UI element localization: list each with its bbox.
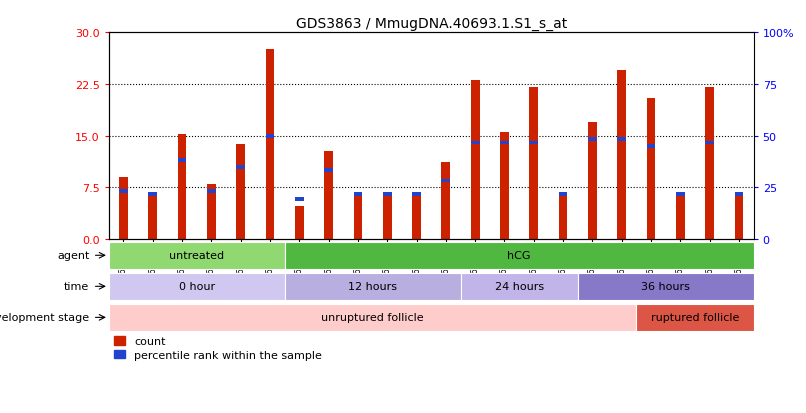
Text: agent: agent [57,251,89,261]
Bar [324,152,333,240]
Bar [559,193,567,240]
Bar [148,193,157,197]
Bar [236,165,245,169]
Text: 36 hours: 36 hours [642,282,690,292]
Bar [383,193,392,197]
Bar [500,133,509,240]
Bar [460,273,578,300]
Bar [588,138,596,142]
Bar [442,179,451,183]
Bar [412,195,421,240]
Bar [207,185,216,240]
Text: development stage: development stage [0,313,89,323]
Bar [617,138,626,142]
Title: GDS3863 / MmugDNA.40693.1.S1_s_at: GDS3863 / MmugDNA.40693.1.S1_s_at [296,17,567,31]
Bar [646,145,655,149]
Bar [412,193,421,197]
Bar [559,193,567,197]
Bar [266,50,274,240]
Bar [354,193,363,197]
Bar [646,98,655,240]
Text: 0 hour: 0 hour [179,282,215,292]
Text: untreated: untreated [169,251,224,261]
Bar [177,159,186,162]
Bar [324,169,333,173]
Text: 24 hours: 24 hours [495,282,544,292]
Bar [530,88,538,240]
Bar [109,304,637,331]
Bar [500,141,509,145]
Text: hCG: hCG [508,251,531,261]
Bar [354,193,363,240]
Bar [383,195,392,240]
Bar [295,206,304,240]
Text: unruptured follicle: unruptured follicle [322,313,424,323]
Bar [471,141,480,145]
Text: ruptured follicle: ruptured follicle [650,313,739,323]
Bar [236,145,245,240]
Bar [109,242,285,269]
Bar [295,198,304,202]
Text: time: time [64,282,89,292]
Bar [177,135,186,240]
Bar [119,190,128,193]
Bar [705,141,714,145]
Bar [530,141,538,145]
Bar [442,162,451,240]
Bar [471,81,480,240]
Bar [285,273,460,300]
Bar [285,242,754,269]
Bar [734,193,743,240]
Bar [705,88,714,240]
Text: 12 hours: 12 hours [348,282,397,292]
Bar [734,193,743,197]
Bar [617,71,626,240]
Bar [637,304,754,331]
Bar [207,190,216,193]
Bar [109,273,285,300]
Bar [119,178,128,240]
Legend: count, percentile rank within the sample: count, percentile rank within the sample [114,337,322,360]
Bar [148,193,157,240]
Bar [676,193,685,240]
Bar [676,193,685,197]
Bar [266,134,274,138]
Bar [588,123,596,240]
Bar [578,273,754,300]
